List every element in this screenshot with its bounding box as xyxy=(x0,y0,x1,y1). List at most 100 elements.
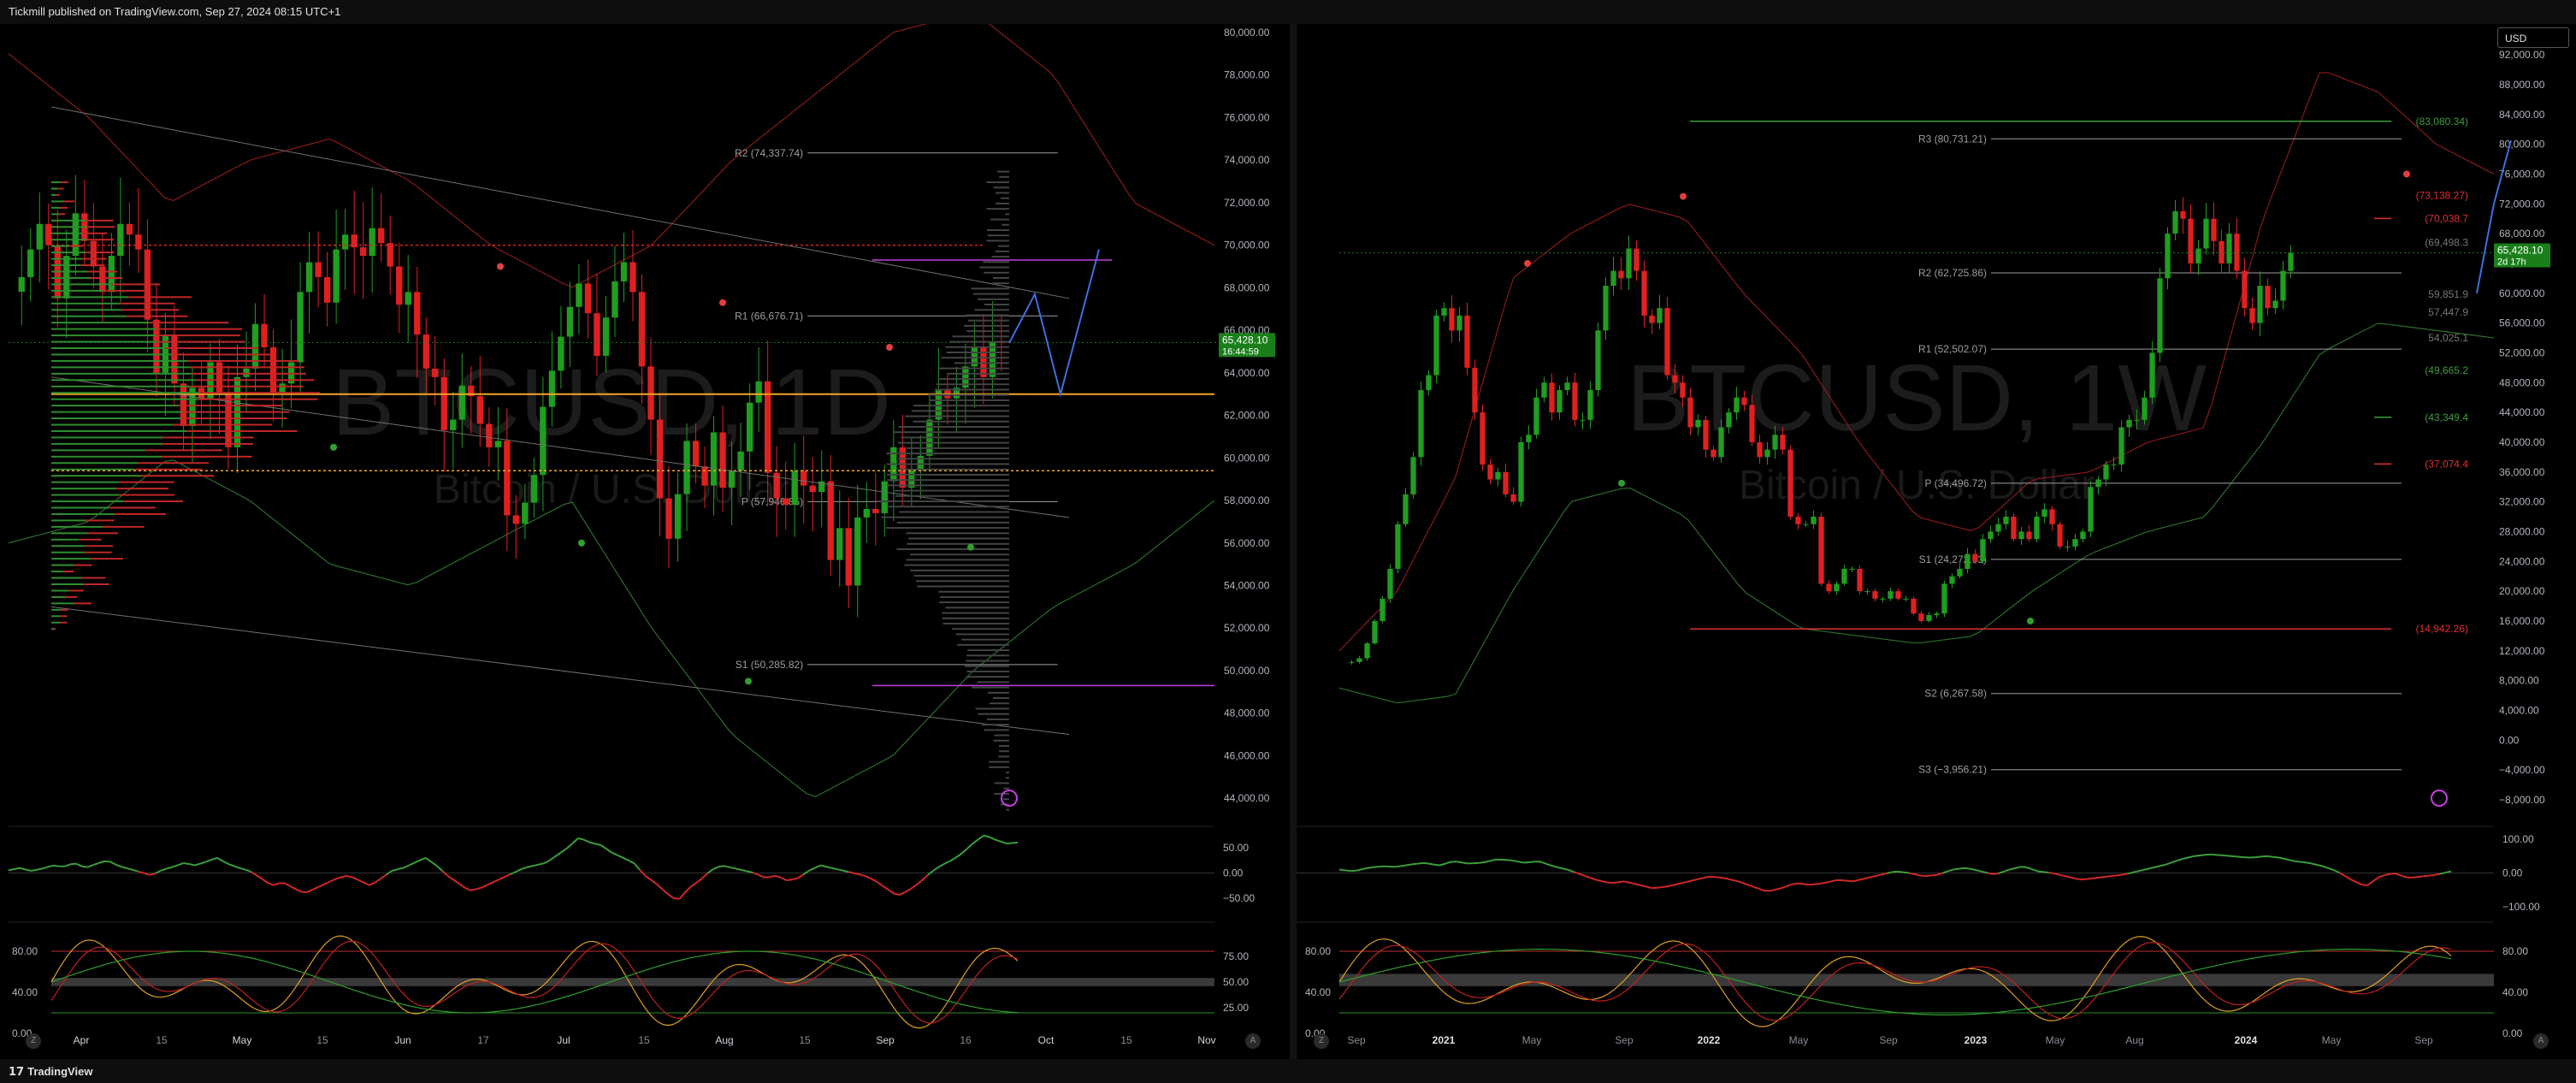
candle-body xyxy=(638,292,646,367)
session-volume-bar xyxy=(885,527,1009,530)
osc1-segment xyxy=(1439,862,1446,867)
candle-body xyxy=(1456,315,1462,331)
session-volume-bar xyxy=(987,229,1009,231)
volume-profile-bar-up xyxy=(51,442,162,445)
y-tick-label: 80,000.00 xyxy=(2499,139,2545,151)
session-volume-bar xyxy=(904,564,1009,566)
candle-body xyxy=(1703,419,1709,450)
osc1-segment xyxy=(2177,857,2183,861)
osc1-segment xyxy=(628,859,635,865)
volume-profile-bar-up xyxy=(51,628,54,630)
candle-body xyxy=(432,368,439,377)
left-chart-svg[interactable]: BTCUSD, 1D Bitcoin / U.S. Dollar 80,000.00… xyxy=(0,11,1290,1059)
osc1-segment xyxy=(2026,866,2033,871)
left-chart-panel[interactable]: BTCUSD, 1D Bitcoin / U.S. Dollar 80,000.00… xyxy=(0,11,1290,1059)
osc1-segment xyxy=(2400,874,2408,879)
candle-body xyxy=(2072,539,2078,547)
volume-profile-bar-down xyxy=(119,494,174,496)
currency-button[interactable]: USD xyxy=(2497,27,2569,48)
candle-body xyxy=(845,528,852,586)
osc1-segment xyxy=(154,869,162,874)
left-auto-scale-icon[interactable]: A xyxy=(1245,1033,1261,1049)
osc1-segment xyxy=(25,868,32,872)
right-chart-panel[interactable]: BTCUSD, 1W Bitcoin / U.S. Dollar 92,000.00… xyxy=(1297,24,2576,1059)
candle-body xyxy=(2026,531,2032,540)
session-volume-bar xyxy=(910,569,1009,571)
candle-body xyxy=(2088,487,2094,532)
x-tick-label: Sep xyxy=(2414,1034,2433,1046)
osc1-segment xyxy=(1517,861,1524,864)
osc1-segment xyxy=(814,864,821,869)
x-tick-label: 2022 xyxy=(1698,1034,1721,1046)
right-auto-scale-icon[interactable]: A xyxy=(2533,1033,2549,1049)
right-level-label: (49,665.2 xyxy=(2425,364,2468,376)
volume-profile-bar-up xyxy=(51,206,61,209)
candle-body xyxy=(297,292,304,363)
volume-profile-bar-down xyxy=(140,475,215,477)
candle-body xyxy=(665,498,672,539)
candle-body xyxy=(899,447,907,488)
candle-body xyxy=(1418,389,1424,458)
osc1-segment xyxy=(464,887,471,891)
volume-profile-bar-up xyxy=(51,455,162,458)
osc1-segment xyxy=(1551,864,1558,868)
right-goto-date-icon[interactable]: Z xyxy=(1314,1033,1329,1049)
candle-body xyxy=(2057,524,2063,547)
osc1-segment xyxy=(2227,855,2234,858)
osc1-segment xyxy=(565,843,573,849)
pivot-label: P (34,496.72) xyxy=(1925,477,1988,489)
osc1-segment xyxy=(1685,879,1692,884)
pivot-label: S1 (50,285.82) xyxy=(736,659,803,671)
candle-body xyxy=(1895,591,1901,599)
session-volume-bar xyxy=(900,468,1009,470)
volume-profile-bar-down xyxy=(60,608,68,611)
session-volume-bar xyxy=(917,585,1009,588)
osc1-segment xyxy=(1959,867,1965,870)
osc1-segment xyxy=(560,848,568,854)
osc1-segment xyxy=(487,881,494,886)
candle-body xyxy=(1433,315,1439,376)
volume-profile-bar-down xyxy=(87,532,118,535)
volume-profile-bar-up xyxy=(51,475,141,477)
osc1-segment xyxy=(1490,858,1497,862)
osc1-segment xyxy=(2194,855,2201,857)
osc1-segment xyxy=(1539,861,1547,865)
osc1-segment xyxy=(758,873,765,879)
osc1-segment xyxy=(346,874,353,879)
osc1-segment xyxy=(1780,885,1787,890)
osc1-segment xyxy=(31,868,38,872)
session-volume-bar xyxy=(984,271,1009,274)
left-goto-date-icon[interactable]: Z xyxy=(26,1033,41,1049)
candle-body xyxy=(2249,308,2255,323)
osc1-segment xyxy=(1506,859,1513,861)
osc1-segment xyxy=(306,888,314,893)
osc1-segment xyxy=(1998,870,2005,874)
volume-profile-bar-up xyxy=(51,340,158,343)
candle-body xyxy=(315,262,322,277)
osc1-segment xyxy=(521,866,528,870)
osc1-segment xyxy=(1942,870,1949,874)
volume-profile-bar-down xyxy=(190,366,305,369)
osc1-segment xyxy=(1758,887,1764,891)
candle-body xyxy=(1626,248,1632,279)
osc1-segment xyxy=(227,863,235,867)
volume-profile-bar-up xyxy=(51,481,119,483)
osc1-segment xyxy=(515,868,523,873)
osc1-segment xyxy=(92,861,99,867)
panel-divider[interactable] xyxy=(1290,24,1297,1059)
candle-body xyxy=(2165,234,2171,279)
osc1-segment xyxy=(2311,862,2318,866)
candle-body xyxy=(836,528,843,560)
osc1-segment xyxy=(127,867,133,871)
tradingview-logo[interactable]: 17 TradingView xyxy=(9,1065,92,1079)
y-tick-label: 40,000.00 xyxy=(2499,436,2545,448)
last-price-tag xyxy=(1219,333,1275,358)
osc1-segment xyxy=(2283,857,2289,861)
session-volume-bar xyxy=(972,686,1009,689)
session-volume-bar xyxy=(977,681,1009,684)
osc1-segment xyxy=(938,862,945,868)
session-volume-bar xyxy=(898,458,1009,460)
candle-body xyxy=(1380,598,1385,621)
candle-body xyxy=(189,388,196,426)
